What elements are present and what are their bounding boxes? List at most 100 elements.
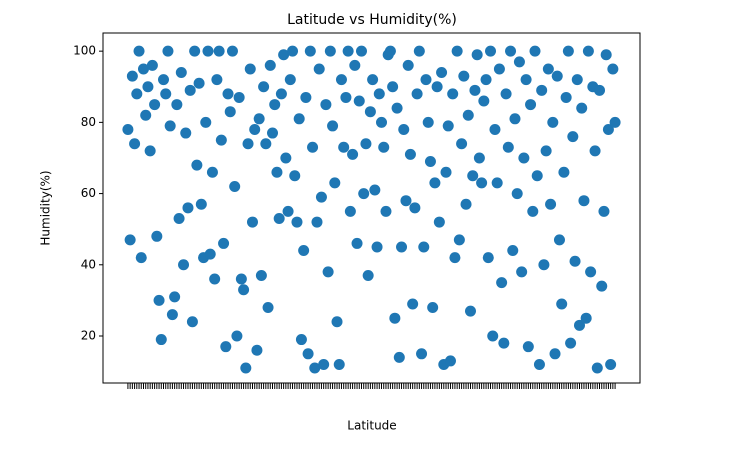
point bbox=[211, 74, 223, 86]
point bbox=[460, 198, 472, 210]
point bbox=[144, 145, 156, 157]
point bbox=[142, 81, 154, 93]
point bbox=[204, 248, 216, 260]
point bbox=[215, 134, 227, 146]
point bbox=[162, 45, 174, 57]
point bbox=[122, 123, 134, 135]
point bbox=[131, 88, 143, 100]
point bbox=[373, 88, 385, 100]
point bbox=[287, 45, 299, 57]
point bbox=[255, 269, 267, 281]
point bbox=[607, 63, 619, 75]
point bbox=[553, 234, 565, 246]
point bbox=[431, 81, 443, 93]
point bbox=[407, 298, 419, 310]
point bbox=[220, 341, 232, 353]
point bbox=[447, 88, 459, 100]
point bbox=[273, 213, 285, 225]
point bbox=[238, 284, 250, 296]
point bbox=[151, 230, 163, 242]
point bbox=[171, 99, 183, 111]
point bbox=[275, 88, 287, 100]
point bbox=[464, 305, 476, 317]
point bbox=[485, 45, 497, 57]
points bbox=[122, 45, 621, 374]
point bbox=[433, 216, 445, 228]
point bbox=[462, 109, 474, 121]
point bbox=[282, 205, 294, 217]
point bbox=[411, 88, 423, 100]
point bbox=[529, 45, 541, 57]
point bbox=[191, 159, 203, 171]
x-ticks bbox=[127, 383, 616, 389]
point bbox=[184, 84, 196, 96]
point bbox=[576, 102, 588, 114]
point bbox=[487, 330, 499, 342]
point bbox=[229, 180, 241, 192]
point bbox=[246, 216, 258, 228]
point bbox=[262, 302, 274, 314]
point bbox=[158, 74, 170, 86]
chart-title: Latitude vs Humidity(%) bbox=[287, 12, 457, 28]
y-tick-label: 40 bbox=[81, 257, 96, 271]
point bbox=[173, 213, 185, 225]
point bbox=[149, 99, 161, 111]
point bbox=[362, 269, 374, 281]
point bbox=[320, 99, 332, 111]
point bbox=[605, 358, 617, 370]
point bbox=[235, 273, 247, 285]
point bbox=[222, 88, 234, 100]
point bbox=[164, 120, 176, 132]
point bbox=[260, 138, 272, 150]
point bbox=[284, 74, 296, 86]
point bbox=[507, 245, 519, 257]
point bbox=[522, 341, 534, 353]
point bbox=[380, 205, 392, 217]
point bbox=[233, 91, 245, 103]
point bbox=[442, 120, 454, 132]
point bbox=[298, 245, 310, 257]
point bbox=[335, 74, 347, 86]
point bbox=[291, 216, 303, 228]
point bbox=[355, 45, 367, 57]
point bbox=[315, 191, 327, 203]
point bbox=[545, 198, 557, 210]
point bbox=[429, 177, 441, 189]
point bbox=[538, 259, 550, 271]
point bbox=[558, 166, 570, 178]
y-tick-label: 100 bbox=[73, 44, 96, 58]
point bbox=[393, 351, 405, 363]
point bbox=[126, 70, 138, 82]
point bbox=[342, 45, 354, 57]
point bbox=[424, 156, 436, 168]
point bbox=[153, 294, 165, 306]
point bbox=[440, 166, 452, 178]
point bbox=[224, 106, 236, 118]
point bbox=[347, 148, 359, 160]
point bbox=[489, 123, 501, 135]
point bbox=[180, 127, 192, 139]
point bbox=[416, 348, 428, 360]
point bbox=[413, 45, 425, 57]
point bbox=[206, 166, 218, 178]
point bbox=[600, 49, 612, 61]
point bbox=[264, 59, 276, 71]
point bbox=[591, 362, 603, 374]
point bbox=[398, 123, 410, 135]
point bbox=[609, 116, 621, 128]
point bbox=[367, 74, 379, 86]
point bbox=[329, 177, 341, 189]
point bbox=[513, 56, 525, 68]
point bbox=[569, 255, 581, 267]
point bbox=[471, 49, 483, 61]
point bbox=[547, 116, 559, 128]
point bbox=[560, 91, 572, 103]
point bbox=[193, 77, 205, 89]
point bbox=[307, 141, 319, 153]
point bbox=[209, 273, 221, 285]
point bbox=[331, 316, 343, 328]
point bbox=[549, 348, 561, 360]
point bbox=[309, 362, 321, 374]
point bbox=[218, 237, 230, 249]
